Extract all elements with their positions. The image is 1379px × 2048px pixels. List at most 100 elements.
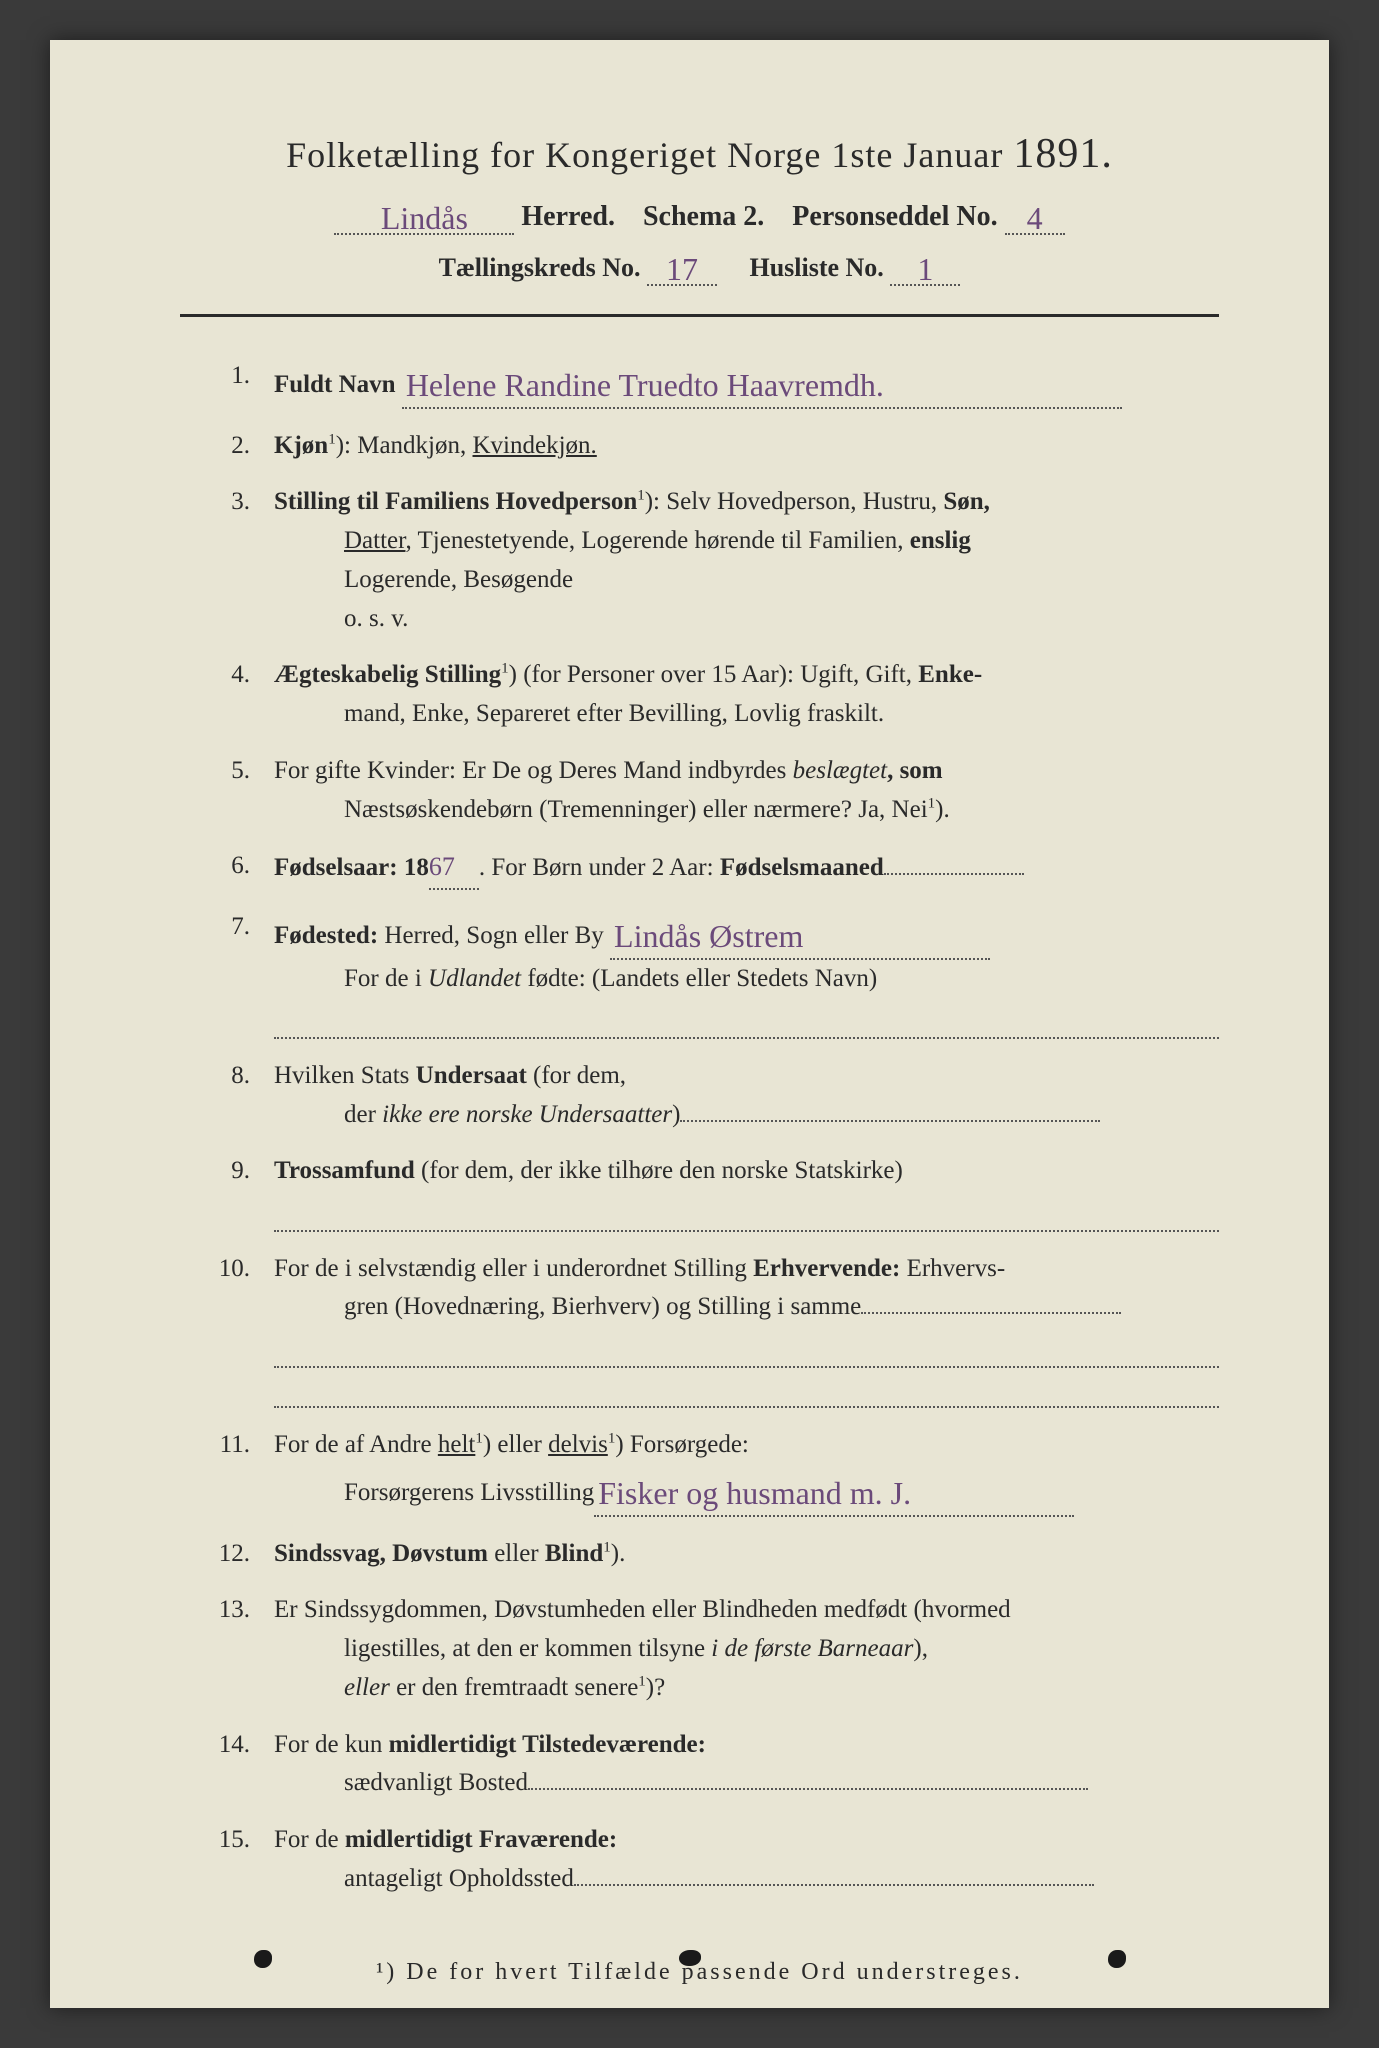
provider-text: Forsørgede: [624, 1431, 749, 1458]
dotted-blank-line [274, 1004, 1219, 1039]
provider-uline: delvis [548, 1431, 608, 1458]
birthplace-handwritten: Lindås Østrem [610, 918, 807, 954]
field-8: 8. Hvilken Stats Undersaat (for dem, der… [180, 1057, 1219, 1135]
kinship-bold: , som [887, 757, 943, 784]
congenital-text: ), [913, 1635, 928, 1662]
personseddel-label: Personseddel No. [792, 201, 997, 232]
field-label: Fødested: [274, 922, 378, 949]
disability-text: ). [611, 1540, 626, 1567]
field-3: 3. Stilling til Familiens Hovedperson1):… [180, 483, 1219, 638]
marital-text: (for Personer over 15 Aar): Ugift, Gift, [517, 661, 918, 688]
field-1: 1. Fuldt Navn Helene Randine Truedto Haa… [180, 357, 1219, 409]
field-label: Fødselsaar: 18 [274, 854, 429, 881]
husliste-no: 1 [913, 251, 937, 287]
disability-bold: Blind [545, 1540, 603, 1567]
citizenship-text: (for dem, [527, 1062, 626, 1089]
present-bold: midlertidigt Tilstedeværende: [389, 1731, 706, 1758]
absent-label: antageligt Opholdssted [344, 1865, 574, 1892]
field-label: Fuldt Navn [274, 371, 396, 398]
marital-bold: Enke- [918, 661, 982, 688]
field-num: 6. [180, 847, 274, 890]
field-13: 13. Er Sindssygdommen, Døvstumheden elle… [180, 1591, 1219, 1707]
field-10: 10. For de i selvstændig eller i underor… [180, 1250, 1219, 1409]
kinship-ital: beslægtet [793, 757, 887, 784]
disability-text: eller [494, 1540, 545, 1567]
citizenship-text: der [344, 1101, 382, 1128]
relation-text: Selv Hovedperson, Hustru, [666, 488, 943, 515]
occupation-text: For de i selvstændig eller i underordnet… [274, 1255, 753, 1282]
birthplace-ital: Udlandet [428, 965, 521, 992]
field-num: 11. [180, 1426, 274, 1516]
dotted-blank-line [274, 1197, 1219, 1232]
citizenship-bold: Undersaat [416, 1062, 527, 1089]
field-num: 8. [180, 1057, 274, 1135]
herred-label: Herred. [521, 201, 615, 232]
field-num: 10. [180, 1250, 274, 1409]
subheader-line-2: Tællingskreds No. 17 Husliste No. 1 [180, 247, 1219, 286]
field-label: Trossamfund [274, 1157, 415, 1184]
field-num: 15. [180, 1821, 274, 1899]
field-14: 14. For de kun midlertidigt Tilstedevære… [180, 1726, 1219, 1804]
congenital-ital: i de første Barneaar [711, 1635, 913, 1662]
present-text: For de kun [274, 1731, 389, 1758]
congenital-text: Er Sindssygdommen, Døvstumheden eller Bl… [274, 1596, 1011, 1623]
sex-options: Mandkjøn, [357, 432, 472, 459]
disability-bold: Sindssvag, Døvstum [274, 1540, 494, 1567]
present-label: sædvanligt Bosted [344, 1769, 528, 1796]
provider-text: eller [491, 1431, 548, 1458]
birthplace-text: For de i [344, 965, 428, 992]
footnote: ¹) De for hvert Tilfælde passende Ord un… [180, 1959, 1219, 1986]
field-list: 1. Fuldt Navn Helene Randine Truedto Haa… [180, 357, 1219, 1899]
field-6: 6. Fødselsaar: 1867 . For Børn under 2 Aa… [180, 847, 1219, 890]
sex-selected: Kvindekjøn. [473, 432, 597, 459]
taellingskreds-label: Tællingskreds No. [439, 253, 641, 282]
dotted-blank-line [274, 1374, 1219, 1409]
title-year: 1891. [1013, 131, 1113, 177]
birthplace-text: fødte: (Landets eller Stedets Navn) [521, 965, 877, 992]
provider-text: For de af Andre [274, 1431, 438, 1458]
herred-name-handwritten: Lindås [377, 200, 472, 236]
dotted-blank-line [274, 1333, 1219, 1368]
census-form-paper: Folketælling for Kongeriget Norge 1ste J… [50, 40, 1329, 2008]
field-label: Stilling til Familiens Hovedperson [274, 488, 637, 515]
field-num: 12. [180, 1535, 274, 1574]
occupation-text: Erhvervs- [900, 1255, 1005, 1282]
field-label: Kjøn [274, 432, 328, 459]
kinship-text: ). [935, 796, 950, 823]
field-7: 7. Fødested: Herred, Sogn eller By Lindå… [180, 908, 1219, 1039]
occupation-bold: Erhvervende: [753, 1255, 900, 1282]
congenital-text: er den fremtraadt senere [390, 1674, 638, 1701]
congenital-text: ligestilles, at den er kommen tilsyne [344, 1635, 711, 1662]
relation-bold: enslig [910, 527, 971, 554]
marital-text: mand, Enke, Separeret efter Bevilling, L… [274, 695, 1219, 734]
field-num: 14. [180, 1726, 274, 1804]
provider-handwritten: Fisker og husmand m. J. [594, 1475, 915, 1511]
husliste-label: Husliste No. [749, 253, 883, 282]
citizenship-ital: ikke ere norske Undersaatter [382, 1101, 672, 1128]
birthplace-text: Herred, Sogn eller By [378, 922, 604, 949]
field-num: 5. [180, 752, 274, 830]
birth-text: . For Børn under 2 Aar: [479, 854, 720, 881]
field-5: 5. For gifte Kvinder: Er De og Deres Man… [180, 752, 1219, 830]
field-num: 13. [180, 1591, 274, 1707]
relation-text: Logerende, Besøgende [274, 561, 1219, 600]
provider-uline: helt [438, 1431, 476, 1458]
field-num: 4. [180, 656, 274, 734]
schema-label: Schema 2. [643, 201, 764, 232]
absent-bold: midlertidigt Fraværende: [345, 1826, 617, 1853]
full-name-handwritten: Helene Randine Truedto Haavremdh. [402, 367, 888, 403]
form-title: Folketælling for Kongeriget Norge 1ste J… [180, 130, 1219, 178]
divider-rule [180, 314, 1219, 317]
provider-label: Forsørgerens Livsstilling [344, 1479, 594, 1506]
occupation-text: gren (Hovednæring, Bierhverv) og Stillin… [344, 1293, 861, 1320]
birth-month-label: Fødselsmaaned [720, 854, 884, 881]
birth-year-handwritten: 67 [429, 852, 455, 881]
field-num: 2. [180, 427, 274, 466]
citizenship-text: ) [672, 1101, 680, 1128]
field-num: 9. [180, 1152, 274, 1231]
field-num: 1. [180, 357, 274, 409]
relation-text: , Tjenestetyende, Logerende hørende til … [405, 527, 909, 554]
field-2: 2. Kjøn1): Mandkjøn, Kvindekjøn. [180, 427, 1219, 466]
absent-text: For de [274, 1826, 345, 1853]
field-4: 4. Ægteskabelig Stilling1) (for Personer… [180, 656, 1219, 734]
